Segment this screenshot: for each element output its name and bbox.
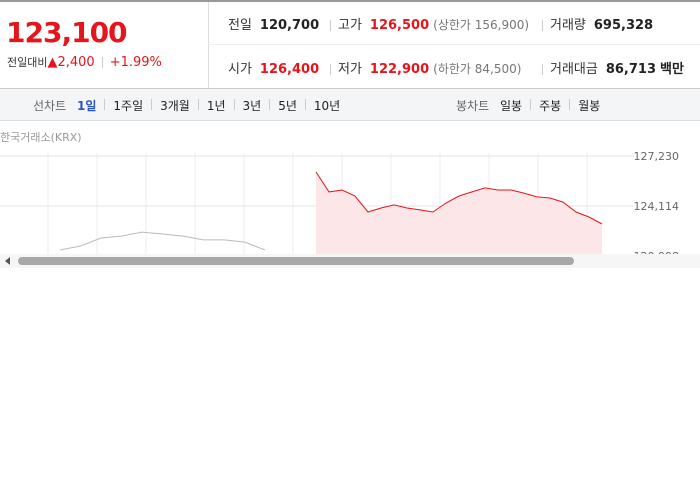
scrollbar[interactable] [0, 254, 700, 268]
stat-unit: 백만 [660, 62, 684, 77]
price: 123,100 [6, 16, 128, 49]
stat-value: 126,500 [369, 18, 430, 33]
stat: 저가 122,900 (하한가 84,500) [330, 58, 521, 77]
scroll-thumb[interactable] [18, 257, 574, 265]
y-tick-label: 124,114 [634, 200, 680, 213]
line [59, 231, 266, 251]
stat: 시가 126,400 [228, 58, 319, 77]
sep [101, 57, 103, 68]
tab[interactable]: 1년 [206, 99, 226, 113]
tab-bar: 선차트 1일 1주일 3개월 1년 3년 5년 10년 봉차트 일봉 주봉 월봉 [0, 88, 700, 121]
tab[interactable]: 1일 [77, 99, 97, 113]
change-row: 전일대비▲2,400 +1.99% [7, 54, 162, 70]
tab[interactable]: 일봉 [500, 99, 523, 113]
stat-label: 시가 [228, 62, 252, 77]
tab-sep [569, 99, 571, 110]
tab[interactable]: 1주일 [113, 99, 144, 113]
tab[interactable]: 주봉 [539, 99, 562, 113]
stat-label: 거래량 [550, 18, 586, 33]
tab[interactable]: 3년 [242, 99, 262, 113]
stat-value: 126,400 [259, 62, 320, 77]
stat-note: (상한가 156,900) [433, 18, 530, 32]
area [316, 172, 602, 255]
tab[interactable]: 5년 [278, 99, 297, 113]
chart-source: 한국거래소(KRX) [0, 131, 82, 144]
tab[interactable]: 10년 [313, 99, 341, 113]
tab-sep [151, 99, 153, 110]
change-label: 전일대비 [7, 56, 48, 69]
tab-group-label: 봉차트 [456, 99, 490, 113]
tab[interactable]: 3개월 [160, 99, 190, 113]
stat-note: (하한가 84,500) [433, 62, 522, 76]
change-rate: +1.99% [109, 55, 162, 70]
stat-value: 122,900 [369, 62, 430, 77]
y-tick-label: 120,998 [634, 250, 680, 255]
stat-value: 86,713 [605, 62, 657, 77]
stat: 거래대금 86,713 백만 [542, 58, 684, 77]
y-tick-label: 127,230 [634, 150, 680, 163]
stat-label: 고가 [338, 18, 362, 33]
chart: 한국거래소(KRX) 127,230 124,114 120,998 [0, 131, 680, 255]
line [315, 171, 603, 225]
scroll-left[interactable] [5, 257, 10, 265]
row-divider [208, 44, 700, 45]
stat-value: 120,700 [259, 18, 320, 33]
tab-group-label: 선차트 [33, 99, 67, 113]
up-icon: ▲ [47, 55, 58, 70]
top-border [0, 0, 700, 2]
stat-label: 저가 [338, 62, 362, 77]
tab-sep [269, 99, 271, 110]
stat: 고가 126,500 (상한가 156,900) [330, 14, 529, 33]
stat-value: 695,328 [593, 18, 654, 33]
sep [542, 20, 543, 31]
stat: 거래량 695,328 [542, 14, 653, 33]
change: 2,400 [57, 55, 95, 70]
tab-sep [104, 99, 106, 110]
stat: 전일 120,700 [228, 14, 319, 33]
tab-sep [197, 99, 199, 110]
tab-sep [233, 99, 235, 110]
sep [330, 20, 331, 31]
stat-label: 전일 [228, 18, 252, 33]
stat-label: 거래대금 [550, 62, 598, 77]
tab-sep [304, 99, 306, 110]
tab[interactable]: 월봉 [578, 99, 601, 113]
sep [542, 64, 543, 75]
tab-sep [530, 99, 532, 110]
divider [208, 2, 209, 88]
sep [330, 64, 331, 75]
